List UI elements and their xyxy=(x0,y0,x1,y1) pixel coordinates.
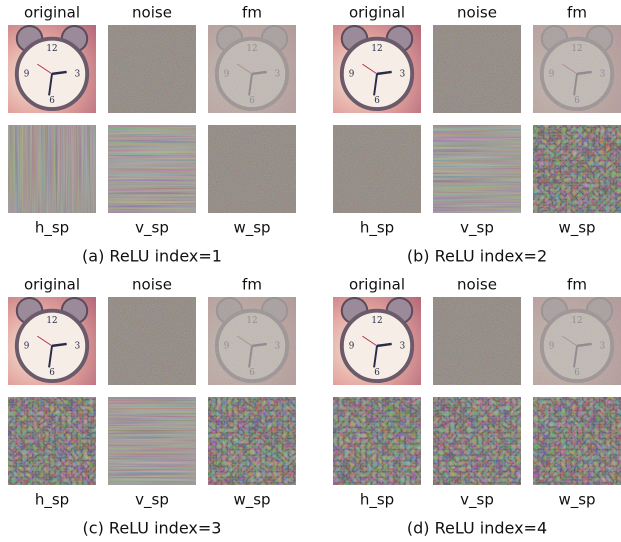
image-label: noise xyxy=(132,4,172,22)
image-texture xyxy=(108,125,196,213)
image-texture xyxy=(208,397,296,485)
panel-caption: (c) ReLU index=3 xyxy=(83,519,222,538)
image-texture xyxy=(433,397,521,485)
image-label: original xyxy=(349,276,405,294)
image-label: h_sp xyxy=(360,219,394,238)
image-label: v_sp xyxy=(460,491,494,510)
panel-caption: (d) ReLU index=4 xyxy=(407,519,547,538)
image-label: v_sp xyxy=(460,219,494,238)
image-texture xyxy=(108,297,196,385)
image-texture xyxy=(533,397,621,485)
image-label: fm xyxy=(242,4,262,22)
image-label: noise xyxy=(132,276,172,294)
image-texture xyxy=(433,297,521,385)
panel-caption: (b) ReLU index=2 xyxy=(407,247,547,266)
image-label: fm xyxy=(567,4,587,22)
image-label: original xyxy=(24,4,80,22)
image-texture xyxy=(433,25,521,113)
image-texture xyxy=(533,25,621,113)
image-texture xyxy=(108,25,196,113)
image-label: w_sp xyxy=(233,491,270,510)
image xyxy=(333,25,421,113)
image xyxy=(333,297,421,385)
image-label: w_sp xyxy=(558,219,595,238)
image-texture xyxy=(333,125,421,213)
image-label: v_sp xyxy=(135,219,169,238)
image-label: original xyxy=(349,4,405,22)
image xyxy=(8,25,96,113)
image-label: h_sp xyxy=(360,491,394,510)
image-texture xyxy=(433,125,521,213)
image-texture xyxy=(8,125,96,213)
image-texture xyxy=(333,397,421,485)
image-label: fm xyxy=(567,276,587,294)
image-texture xyxy=(533,125,621,213)
image-label: w_sp xyxy=(558,491,595,510)
image-texture xyxy=(533,297,621,385)
image-label: v_sp xyxy=(135,491,169,510)
image-label: h_sp xyxy=(35,491,69,510)
image-texture xyxy=(208,297,296,385)
image-label: noise xyxy=(457,4,497,22)
image xyxy=(8,297,96,385)
image-texture xyxy=(208,25,296,113)
image-label: noise xyxy=(457,276,497,294)
image-label: h_sp xyxy=(35,219,69,238)
image-texture xyxy=(108,397,196,485)
panel-caption: (a) ReLU index=1 xyxy=(82,247,222,266)
image-texture xyxy=(208,125,296,213)
image-label: w_sp xyxy=(233,219,270,238)
image-texture xyxy=(8,397,96,485)
image-label: original xyxy=(24,276,80,294)
image-label: fm xyxy=(242,276,262,294)
figure: 12 3 6 9 originalnoisefmh_spv_spw_sp(a) … xyxy=(0,0,621,542)
